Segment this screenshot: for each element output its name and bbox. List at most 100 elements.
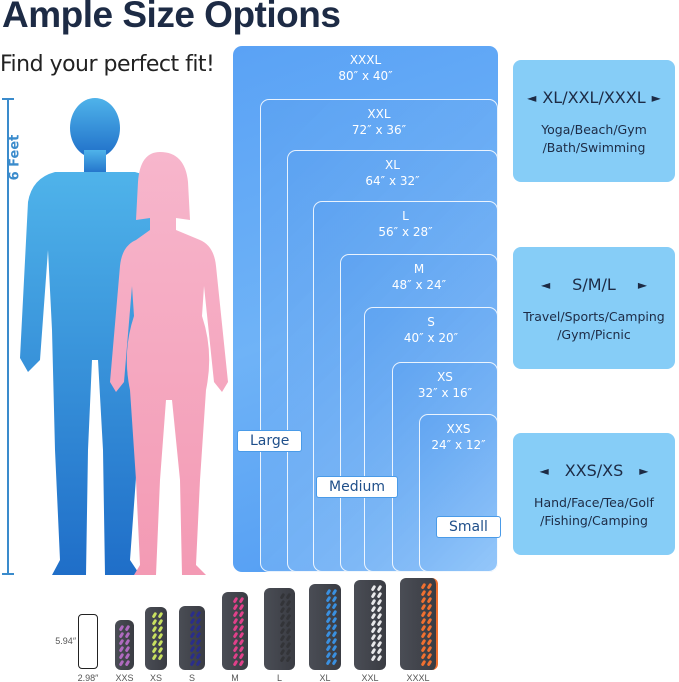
towel-stripe bbox=[118, 631, 124, 639]
towel-label: S bbox=[188, 673, 195, 682]
towel-stripe bbox=[370, 633, 376, 641]
towel-stripe bbox=[370, 598, 376, 606]
towel-label: XXS bbox=[115, 673, 134, 682]
towel-stripe bbox=[232, 631, 238, 639]
towel-stripe bbox=[426, 659, 432, 667]
towel-stripe bbox=[238, 631, 244, 639]
towel-stripe bbox=[331, 644, 337, 652]
towel-stripe bbox=[124, 652, 130, 660]
towel-stripe bbox=[195, 631, 201, 639]
category-large: ◄ XL/XXL/XXXL ► Yoga/Beach/Gym/Bath/Swimmi… bbox=[513, 60, 675, 182]
size-name: L bbox=[402, 209, 409, 223]
towel-stripe bbox=[325, 630, 331, 638]
towel-stripe bbox=[376, 619, 382, 627]
towel-stripe bbox=[238, 659, 244, 667]
towel-stripe bbox=[420, 610, 426, 618]
size-dims: 64″ x 32″ bbox=[365, 174, 420, 188]
silhouettes bbox=[20, 98, 228, 575]
towel-stripe bbox=[325, 658, 331, 666]
towel-stripe bbox=[279, 627, 285, 635]
towel-stripe bbox=[420, 617, 426, 625]
towel-stripe bbox=[238, 645, 244, 653]
towel-stripe bbox=[232, 652, 238, 660]
towel-stripe bbox=[426, 617, 432, 625]
towel-stripe bbox=[157, 611, 163, 619]
towel-stripe bbox=[279, 641, 285, 649]
towel-label: M bbox=[231, 673, 239, 682]
arrow-right-icon: ► bbox=[637, 277, 648, 292]
towel-label: XXL bbox=[361, 673, 379, 682]
towel-stripe bbox=[420, 582, 426, 590]
towel-stripe bbox=[151, 653, 157, 661]
towel-stripe bbox=[370, 640, 376, 648]
towel-m bbox=[222, 592, 248, 670]
towel-stripe bbox=[151, 625, 157, 633]
arrow-left-icon: ◄ bbox=[540, 277, 551, 292]
towel-stripe bbox=[151, 611, 157, 619]
towel-stripe bbox=[426, 645, 432, 653]
towel-stripe bbox=[331, 616, 337, 624]
towel-stripe bbox=[370, 626, 376, 634]
towel-stripe bbox=[370, 654, 376, 662]
towel-stripe bbox=[124, 631, 130, 639]
towel-stripe bbox=[285, 648, 291, 656]
towel-stripe bbox=[325, 616, 331, 624]
towel-stripe bbox=[279, 599, 285, 607]
towel-l bbox=[264, 588, 295, 670]
category-heading: XXS/XS bbox=[564, 461, 624, 480]
towel-stripe bbox=[195, 610, 201, 618]
towel-xl bbox=[309, 584, 341, 670]
size-dims: 24″ x 12″ bbox=[431, 438, 486, 452]
towel-stripe bbox=[420, 589, 426, 597]
towel-stripe bbox=[420, 596, 426, 604]
towel-stripe bbox=[232, 638, 238, 646]
towel-stripe bbox=[279, 620, 285, 628]
towel-stripe bbox=[376, 640, 382, 648]
towel-stripe bbox=[238, 596, 244, 604]
towel-stripe bbox=[232, 624, 238, 632]
towel-stripe bbox=[376, 633, 382, 641]
towel-stripe bbox=[325, 651, 331, 659]
towel-stripe bbox=[232, 610, 238, 618]
towel-stripe bbox=[331, 630, 337, 638]
towel-stripe bbox=[426, 652, 432, 660]
arrow-right-icon: ► bbox=[651, 90, 661, 105]
towel-stripe bbox=[195, 659, 201, 667]
towel-stripe bbox=[420, 652, 426, 660]
towel-stripe bbox=[325, 644, 331, 652]
towel-stripe bbox=[238, 638, 244, 646]
towel-stripe bbox=[279, 648, 285, 656]
towel-stripe bbox=[157, 632, 163, 640]
towel-stripe bbox=[285, 641, 291, 649]
towel-stripe bbox=[285, 634, 291, 642]
towel-stripe bbox=[370, 605, 376, 613]
towel-stripe bbox=[370, 619, 376, 627]
towel-xxl bbox=[354, 580, 386, 670]
towel-stripe bbox=[376, 654, 382, 662]
size-name: S bbox=[427, 315, 435, 329]
towel-stripe bbox=[426, 589, 432, 597]
towel-stripe bbox=[195, 652, 201, 660]
towel-stripe bbox=[426, 638, 432, 646]
towel-stripe bbox=[189, 652, 195, 660]
size-dims: 48″ x 24″ bbox=[391, 278, 447, 292]
towel-stripe bbox=[238, 610, 244, 618]
size-name: XXS bbox=[446, 422, 471, 436]
towel-stripe bbox=[331, 637, 337, 645]
towel-stripe bbox=[118, 624, 124, 632]
towel-stripe bbox=[331, 623, 337, 631]
size-rect-xxs: XXS 24″ x 12″ bbox=[419, 414, 498, 572]
towel-stripe bbox=[426, 610, 432, 618]
towel-stripe bbox=[325, 637, 331, 645]
towel-stripe bbox=[370, 647, 376, 655]
category-desc: Yoga/Beach/Gym bbox=[541, 122, 647, 137]
tag-small: Small bbox=[436, 516, 501, 538]
towel-stripe bbox=[189, 624, 195, 632]
towel-label: L bbox=[276, 673, 282, 682]
towel-stripe bbox=[189, 645, 195, 653]
towel-stripe bbox=[151, 639, 157, 647]
woman-silhouette bbox=[110, 152, 228, 575]
towel-stripe bbox=[376, 605, 382, 613]
towel-stripe bbox=[189, 659, 195, 667]
